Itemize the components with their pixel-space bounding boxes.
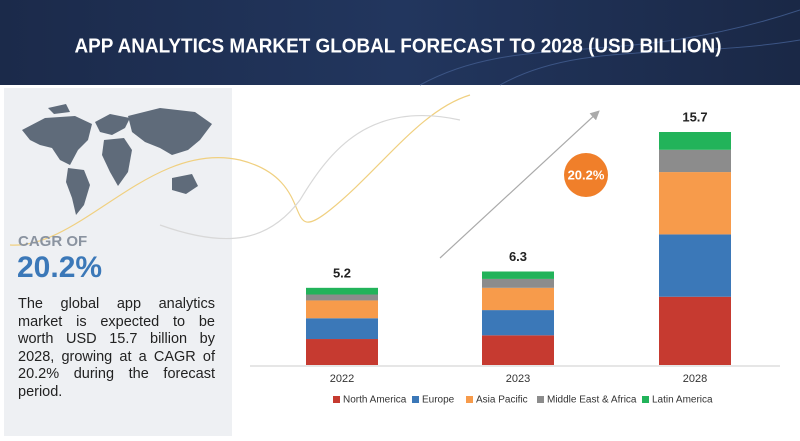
bar-segment (482, 271, 554, 279)
bar-segment (482, 278, 554, 288)
x-tick-label: 2023 (506, 373, 530, 385)
legend-swatch (412, 396, 419, 403)
legend-label: Asia Pacific (476, 395, 528, 406)
bar-segment (482, 335, 554, 365)
legend-swatch (333, 396, 340, 403)
total-label: 15.7 (682, 109, 707, 124)
header-band (0, 0, 800, 85)
bar-segment (659, 296, 731, 365)
legend-label: Latin America (652, 395, 713, 406)
legend-label: North America (343, 395, 407, 406)
bar-segment (306, 294, 378, 301)
bar-segment (306, 287, 378, 295)
legend-label: Middle East & Africa (547, 395, 637, 406)
legend-swatch (537, 396, 544, 403)
cagr-heading: CAGR OF (18, 233, 87, 250)
bar-segment (659, 149, 731, 173)
bar-segment (659, 234, 731, 297)
bar-segment (306, 300, 378, 319)
x-tick-label: 2022 (330, 373, 354, 385)
cagr-value: 20.2% (17, 251, 102, 284)
growth-arrow (439, 110, 600, 259)
bar-segment (482, 287, 554, 311)
chart-title: APP ANALYTICS MARKET GLOBAL FORECAST TO … (75, 35, 722, 57)
total-label: 6.3 (509, 249, 527, 264)
bar-segment (659, 172, 731, 235)
legend-swatch (466, 396, 473, 403)
bar-segment (659, 132, 731, 150)
bar-segment (306, 339, 378, 365)
total-label: 5.2 (333, 265, 351, 280)
decor-curve (9, 94, 471, 246)
bar-segment (306, 318, 378, 340)
header-decor (419, 9, 800, 86)
cagr-badge (564, 153, 608, 197)
world-map (22, 104, 212, 215)
cagr-badge-label: 20.2% (568, 167, 605, 182)
description: The global app analytics market is expec… (18, 296, 215, 400)
x-tick-label: 2028 (683, 373, 707, 385)
legend-label: Europe (422, 395, 455, 406)
bar-segment (482, 310, 554, 336)
decor-curve (159, 114, 461, 240)
legend-swatch (642, 396, 649, 403)
